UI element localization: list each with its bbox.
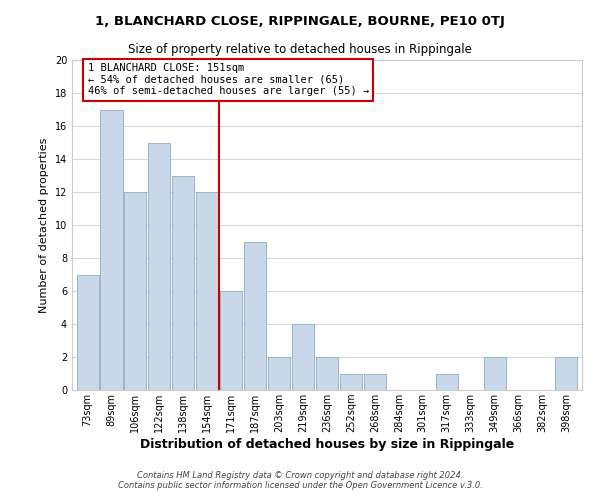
- Bar: [340, 374, 362, 390]
- Text: Contains HM Land Registry data © Crown copyright and database right 2024.
Contai: Contains HM Land Registry data © Crown c…: [118, 470, 482, 490]
- Bar: [124, 192, 146, 390]
- Text: 1 BLANCHARD CLOSE: 151sqm
← 54% of detached houses are smaller (65)
46% of semi-: 1 BLANCHARD CLOSE: 151sqm ← 54% of detac…: [88, 64, 369, 96]
- Bar: [172, 176, 194, 390]
- Bar: [484, 357, 506, 390]
- Bar: [556, 357, 577, 390]
- Bar: [316, 357, 338, 390]
- Bar: [196, 192, 218, 390]
- X-axis label: Distribution of detached houses by size in Rippingale: Distribution of detached houses by size …: [140, 438, 514, 451]
- Bar: [436, 374, 458, 390]
- Bar: [292, 324, 314, 390]
- Bar: [100, 110, 122, 390]
- Bar: [364, 374, 386, 390]
- Bar: [268, 357, 290, 390]
- Text: Size of property relative to detached houses in Rippingale: Size of property relative to detached ho…: [128, 42, 472, 56]
- Bar: [244, 242, 266, 390]
- Bar: [77, 274, 98, 390]
- Bar: [148, 142, 170, 390]
- Y-axis label: Number of detached properties: Number of detached properties: [39, 138, 49, 312]
- Bar: [220, 291, 242, 390]
- Text: 1, BLANCHARD CLOSE, RIPPINGALE, BOURNE, PE10 0TJ: 1, BLANCHARD CLOSE, RIPPINGALE, BOURNE, …: [95, 15, 505, 28]
